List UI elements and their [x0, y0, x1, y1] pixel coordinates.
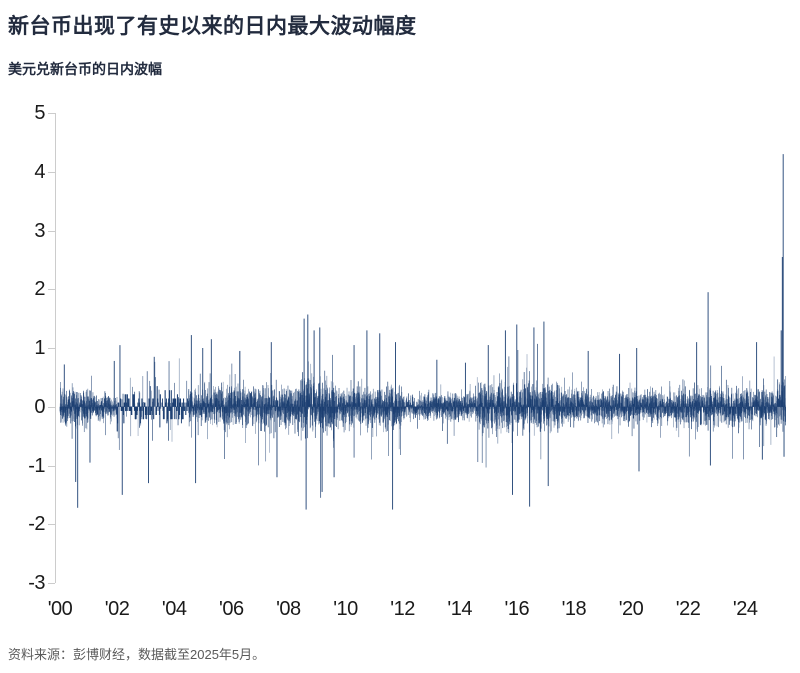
y-tick-label: -2 [28, 513, 45, 536]
y-tick-mark [48, 171, 55, 173]
x-tick-label: '12 [390, 598, 415, 620]
x-tick-label: '06 [219, 598, 244, 620]
y-tick-label: 1 [34, 337, 45, 359]
y-axis-line [55, 113, 56, 583]
source-note: 资料来源：彭博财经，数据截至2025年5月。 [8, 647, 266, 662]
x-tick-label: '16 [504, 598, 530, 620]
chart-title: 新台币出现了有史以来的日内最大波动幅度 [8, 14, 417, 38]
y-tick-mark [48, 465, 55, 467]
x-tick-label: '14 [447, 598, 472, 620]
y-tick-label: -1 [28, 454, 45, 477]
intraday-range-series-canvas [56, 113, 790, 583]
y-tick-mark [48, 289, 55, 291]
y-tick-mark [48, 113, 55, 114]
y-tick-mark [48, 348, 55, 349]
y-tick-mark [48, 524, 55, 526]
y-tick-mark [48, 406, 55, 408]
volatility-chart: 5 4 3 2 1 0 -1 -2 -3 '00 '02 '04 '06 '08 '10 '12 '14 '16… [28, 102, 790, 620]
x-tick-label: '20 [618, 598, 644, 620]
x-tick-label: '00 [47, 598, 73, 620]
y-tick-label: -3 [28, 572, 45, 594]
y-tick-label: 2 [34, 278, 45, 301]
x-tick-label: '18 [561, 598, 587, 620]
x-tick-label: '04 [161, 598, 187, 620]
x-tick-label: '10 [333, 598, 358, 620]
x-tick-label: '02 [104, 598, 130, 620]
y-tick-label: 5 [34, 102, 45, 124]
y-tick-mark [48, 230, 55, 232]
y-tick-mark [48, 583, 55, 584]
x-tick-label: '08 [276, 598, 301, 620]
chart-subtitle: 美元兑新台币的日内波幅 [8, 61, 162, 77]
x-tick-label: '24 [732, 598, 758, 620]
y-tick-label: 0 [34, 395, 45, 418]
y-tick-label: 4 [34, 160, 45, 183]
x-tick-label: '22 [675, 598, 701, 620]
y-tick-label: 3 [34, 219, 45, 242]
